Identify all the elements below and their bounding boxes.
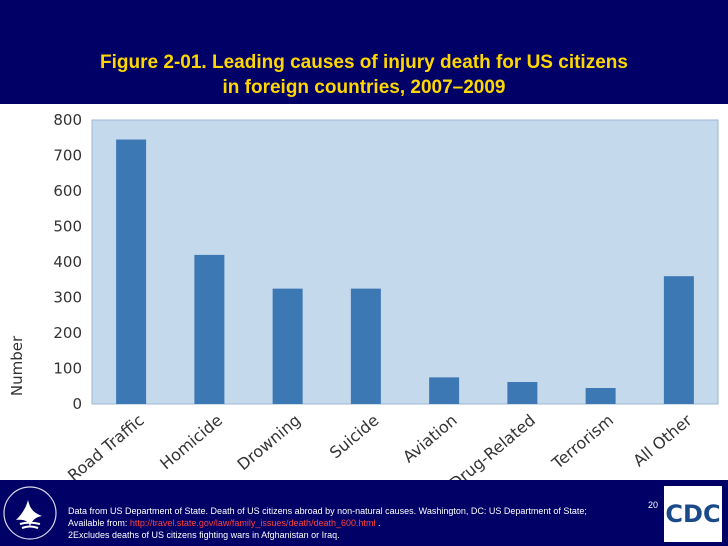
footnote-source: Data from US Department of State. Death … — [68, 506, 587, 516]
source-link[interactable]: http://travel.state.gov/law/family_issue… — [129, 518, 376, 528]
x-tick-label: Drug-Related — [446, 411, 539, 480]
plot-background — [91, 119, 719, 405]
cdc-logo-icon: CDC — [664, 486, 722, 542]
footnote-available-prefix: Available from: — [68, 518, 130, 528]
bar — [429, 377, 460, 404]
page-title: Figure 2-01. Leading causes of injury de… — [10, 50, 718, 100]
x-tick-label: Aviation — [399, 411, 461, 467]
y-tick-label: 400 — [53, 253, 82, 271]
cdc-logo-text: CDC — [665, 500, 720, 528]
header-banner — [0, 0, 728, 104]
y-tick-label: 800 — [53, 111, 82, 129]
x-tick-label: Drowning — [234, 411, 305, 475]
x-tick-label: All Other — [629, 410, 695, 470]
y-tick-label: 500 — [53, 218, 82, 236]
x-tick-label: Terrorism — [547, 411, 617, 474]
bar — [507, 381, 538, 404]
bar — [585, 388, 616, 404]
bar — [663, 276, 694, 404]
y-tick-label: 0 — [72, 395, 82, 413]
y-axis-label: Number — [8, 335, 26, 396]
y-tick-label: 600 — [53, 182, 82, 200]
hhs-eagle-logo-icon — [3, 486, 57, 540]
y-tick-label: 700 — [53, 147, 82, 165]
footnote-tail: 20 — [648, 500, 659, 510]
y-tick-label: 200 — [53, 324, 82, 342]
footnote-available-suffix: . — [375, 518, 381, 528]
bar — [272, 288, 303, 404]
chart-area: 0 100 200 300 400 500 600 700 800 Number Road Traf… — [0, 104, 728, 493]
footer-banner — [0, 480, 728, 546]
footnote-exclusion: 2Excludes deaths of US citizens fighting… — [68, 530, 340, 540]
title-line-2: in foreign countries, 2007–2009 — [222, 77, 506, 98]
bar — [194, 254, 225, 404]
title-line-1: Figure 2-01. Leading causes of injury de… — [100, 52, 628, 73]
y-tick-label: 300 — [53, 289, 82, 307]
footnote-available: Available from: http://travel.state.gov/… — [68, 517, 668, 529]
x-tick-label: Suicide — [326, 411, 383, 463]
bar — [350, 288, 381, 404]
x-tick-label: Road Traffic — [64, 411, 148, 480]
bar-chart: 0 100 200 300 400 500 600 700 800 Number Road Traf… — [8, 111, 719, 493]
x-tick-label: Homicide — [156, 411, 226, 474]
y-tick-label: 100 — [53, 360, 82, 378]
bar — [116, 139, 147, 404]
footnotes: Data from US Department of State. Death … — [68, 505, 668, 541]
